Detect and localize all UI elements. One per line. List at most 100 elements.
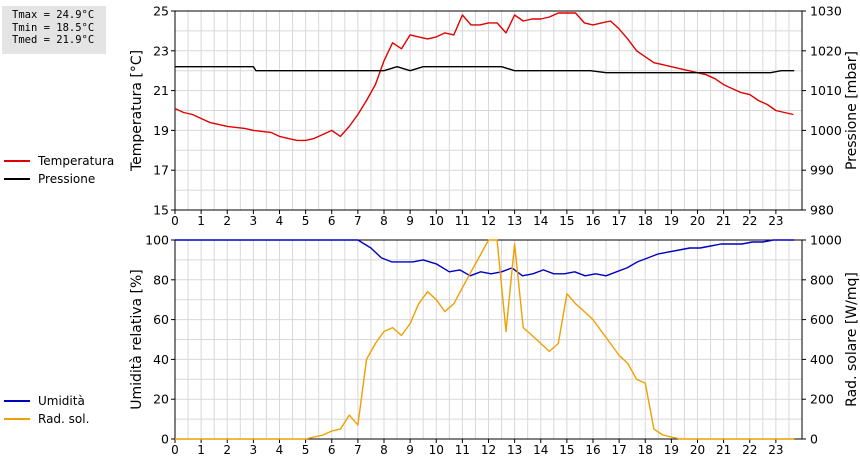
x-tick-label-bottom: 20 bbox=[690, 443, 705, 457]
y-axis-title-top: Temperatura [°C] bbox=[129, 50, 145, 172]
legend-swatch-pressione bbox=[4, 178, 30, 180]
x-tick-label-top: 10 bbox=[429, 214, 444, 228]
y2-tick-label-bottom: 0 bbox=[810, 432, 818, 447]
legend-label-pressione: Pressione bbox=[38, 172, 96, 186]
y2-axis-title-top: Pressione [mbar] bbox=[844, 51, 860, 170]
x-tick-label-bottom: 11 bbox=[455, 443, 470, 457]
legend-label-radsol: Rad. sol. bbox=[38, 412, 90, 426]
x-tick-label-top: 6 bbox=[328, 214, 336, 228]
x-tick-label-bottom: 3 bbox=[250, 443, 258, 457]
x-tick-label-top: 19 bbox=[664, 214, 679, 228]
x-tick-label-top: 20 bbox=[690, 214, 705, 228]
x-tick-label-top: 11 bbox=[455, 214, 470, 228]
y-tick-label-top: 15 bbox=[153, 203, 169, 218]
y2-tick-label-bottom: 1000 bbox=[810, 233, 842, 248]
y-tick-label-top: 21 bbox=[153, 83, 169, 98]
x-tick-label-bottom: 21 bbox=[716, 443, 731, 457]
x-tick-label-bottom: 6 bbox=[328, 443, 336, 457]
chart-panel-bottom: 0 1 2 3 4 5 6 7 8 9 10 11 12 13 14 15 16 17 18 19 20 21 22 2302… bbox=[129, 233, 860, 458]
stats-tmed: Tmed = 21.9°C bbox=[12, 34, 95, 46]
y-axis-title-bottom: Umidità relativa [%] bbox=[129, 269, 145, 410]
x-tick-label-bottom: 2 bbox=[223, 443, 231, 457]
legend-item-radsol: Rad. sol. bbox=[4, 410, 89, 428]
x-tick-label-top: 2 bbox=[223, 214, 231, 228]
x-tick-label-bottom: 9 bbox=[406, 443, 414, 457]
series-line-umidit bbox=[175, 239, 795, 277]
y-tick-label-top: 25 bbox=[153, 4, 169, 19]
x-tick-label-bottom: 5 bbox=[302, 443, 310, 457]
y-tick-label-bottom: 60 bbox=[153, 312, 169, 327]
x-tick-label-bottom: 14 bbox=[533, 443, 548, 457]
x-tick-label-bottom: 18 bbox=[638, 443, 653, 457]
stats-tmin: Tmin = 18.5°C bbox=[12, 21, 95, 34]
legend-swatch-temperatura bbox=[4, 160, 30, 162]
x-tick-label-bottom: 12 bbox=[481, 443, 496, 457]
series-line-rad-sol bbox=[175, 239, 795, 440]
x-tick-label-top: 1 bbox=[197, 214, 205, 228]
x-tick-label-top: 15 bbox=[559, 214, 574, 228]
y2-tick-label-top: 1010 bbox=[810, 83, 842, 98]
x-tick-label-top: 4 bbox=[276, 214, 284, 228]
legend-bottom: Umidità Rad. sol. bbox=[4, 392, 89, 428]
x-tick-label-top: 21 bbox=[716, 214, 731, 228]
legend-item-temperatura: Temperatura bbox=[4, 152, 114, 170]
legend-item-pressione: Pressione bbox=[4, 170, 114, 188]
y2-tick-label-top: 1020 bbox=[810, 43, 842, 58]
legend-item-umidita: Umidità bbox=[4, 392, 89, 410]
y2-axis-title-bottom: Rad. solare [W/mq] bbox=[844, 272, 860, 407]
x-tick-label-top: 12 bbox=[481, 214, 496, 228]
x-tick-label-bottom: 19 bbox=[664, 443, 679, 457]
x-tick-label-top: 13 bbox=[507, 214, 522, 228]
x-tick-label-bottom: 8 bbox=[380, 443, 388, 457]
legend-top: Temperatura Pressione bbox=[4, 152, 114, 188]
x-tick-label-top: 3 bbox=[250, 214, 258, 228]
x-tick-label-top: 5 bbox=[302, 214, 310, 228]
x-tick-label-bottom: 1 bbox=[197, 443, 205, 457]
y2-tick-label-bottom: 800 bbox=[810, 272, 834, 287]
y-tick-label-bottom: 80 bbox=[153, 272, 169, 287]
x-tick-label-top: 9 bbox=[406, 214, 414, 228]
x-tick-label-bottom: 4 bbox=[276, 443, 284, 457]
y-tick-label-top: 23 bbox=[153, 43, 169, 58]
x-tick-label-bottom: 15 bbox=[559, 443, 574, 457]
chart-panel-top: 0 1 2 3 4 5 6 7 8 9 10 11 12 13 14 15 16 17 18 19 20 21 22 2315… bbox=[129, 4, 860, 229]
x-tick-label-top: 8 bbox=[380, 214, 388, 228]
y2-tick-label-bottom: 600 bbox=[810, 312, 834, 327]
x-tick-label-top: 7 bbox=[354, 214, 362, 228]
x-tick-label-top: 0 bbox=[171, 214, 179, 228]
x-tick-label-top: 22 bbox=[742, 214, 757, 228]
y2-tick-label-bottom: 200 bbox=[810, 392, 834, 407]
y-tick-label-bottom: 100 bbox=[145, 233, 169, 248]
x-tick-label-top: 17 bbox=[611, 214, 626, 228]
x-tick-label-bottom: 16 bbox=[585, 443, 600, 457]
x-tick-label-bottom: 13 bbox=[507, 443, 522, 457]
stats-tmax: Tmax = 24.9°C bbox=[12, 9, 95, 21]
series-line-pressione bbox=[175, 65, 795, 74]
x-tick-label-bottom: 17 bbox=[611, 443, 626, 457]
x-tick-label-bottom: 7 bbox=[354, 443, 362, 457]
y-tick-label-bottom: 20 bbox=[153, 392, 169, 407]
legend-label-temperatura: Temperatura bbox=[38, 154, 115, 168]
series-line-temperatura bbox=[174, 12, 794, 142]
y-tick-label-top: 19 bbox=[153, 123, 169, 138]
y2-tick-label-top: 980 bbox=[810, 203, 834, 218]
y-tick-label-bottom: 40 bbox=[153, 352, 169, 367]
stats-box: Tmax = 24.9°C Tmin = 18.5°C Tmed = 21.9°… bbox=[2, 6, 106, 54]
legend-label-umidita: Umidità bbox=[38, 394, 85, 408]
x-tick-label-top: 14 bbox=[533, 214, 548, 228]
y-tick-label-bottom: 0 bbox=[161, 432, 169, 447]
y2-tick-label-top: 1000 bbox=[810, 123, 842, 138]
x-tick-label-top: 18 bbox=[638, 214, 653, 228]
x-tick-label-bottom: 0 bbox=[171, 443, 179, 457]
x-tick-label-bottom: 10 bbox=[429, 443, 444, 457]
x-tick-label-top: 23 bbox=[768, 214, 783, 228]
x-tick-label-top: 16 bbox=[585, 214, 600, 228]
legend-swatch-umidita bbox=[4, 400, 30, 402]
x-tick-label-bottom: 23 bbox=[768, 443, 783, 457]
y-tick-label-top: 17 bbox=[153, 163, 169, 178]
y2-tick-label-top: 1030 bbox=[810, 4, 842, 19]
x-tick-label-bottom: 22 bbox=[742, 443, 757, 457]
legend-swatch-radsol bbox=[4, 418, 30, 420]
y2-tick-label-top: 990 bbox=[810, 163, 834, 178]
